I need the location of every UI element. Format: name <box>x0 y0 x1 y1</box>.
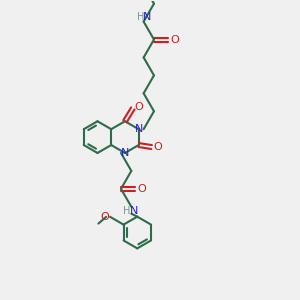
Text: O: O <box>170 34 179 44</box>
Text: H: H <box>137 12 144 22</box>
Text: N: N <box>130 206 139 216</box>
Text: H: H <box>123 206 130 216</box>
Text: O: O <box>134 102 143 112</box>
Text: N: N <box>121 148 129 158</box>
Text: N: N <box>134 124 143 134</box>
Text: O: O <box>137 184 146 194</box>
Text: O: O <box>153 142 162 152</box>
Text: O: O <box>101 212 110 222</box>
Text: N: N <box>142 12 151 22</box>
